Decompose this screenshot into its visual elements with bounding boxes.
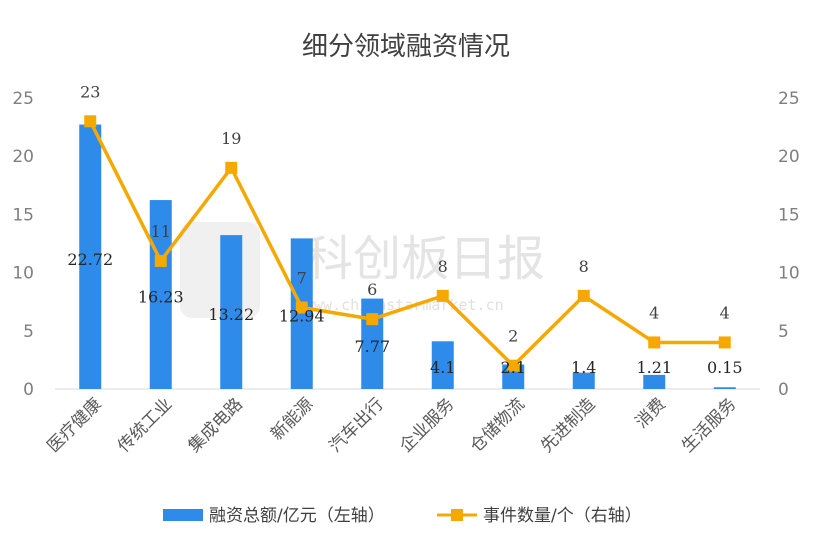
line-value-label: 6 [367,280,377,299]
legend-label-line: 事件数量/个（右轴） [483,506,642,526]
line-marker [154,254,167,267]
bar-labels: 22.72 16.23 13.22 12.94 7.77 4.1 2.1 1.4 1.21 0.1… [67,250,742,377]
line-value-label: 8 [438,257,448,276]
line-marker [295,301,308,314]
category-labels: 医疗健康 传统工业 集成电路 新能源 汽车出行 企业服务 仓储物流 先进制造 消费 生活服务 [44,394,741,456]
bar-series [79,124,736,390]
legend-swatch-bar [163,509,203,521]
bar [290,238,313,389]
y2-tick-label: 20 [778,147,800,167]
y-tick-label: 10 [12,264,34,284]
category-label: 先进制造 [537,394,599,456]
category-label: 消费 [632,394,670,432]
chart-title: 细分领域融资情况 [302,32,510,62]
category-label: 仓储物流 [467,394,529,456]
bar-value-label: 0.15 [707,358,743,377]
line-marker [507,359,520,372]
category-label: 生活服务 [678,394,740,456]
y-tick-label: 0 [23,380,34,400]
line-path [88,120,725,368]
y-tick-label: 15 [12,205,34,225]
category-label: 医疗健康 [44,394,106,456]
category-label: 传统工业 [114,394,176,456]
line-series [84,115,731,372]
line-marker [577,289,590,302]
y-tick-label: 5 [23,322,34,342]
line-marker [436,289,449,302]
y2-tick-label: 15 [778,205,800,225]
legend-swatch-marker [451,509,463,521]
y2-tick-label: 10 [778,264,800,284]
line-value-label: 4 [649,303,659,322]
bar-value-label: 22.72 [67,250,113,269]
legend: 融资总额/亿元（左轴） 事件数量/个（右轴） [163,506,642,526]
bar [643,374,666,389]
line-value-label: 8 [579,257,589,276]
bar [220,235,243,389]
left-axis: 0 5 10 15 20 25 [12,89,34,400]
legend-label-bar: 融资总额/亿元（左轴） [209,506,385,526]
line-value-label: 11 [151,222,171,241]
bar [713,387,736,389]
y2-tick-label: 5 [778,322,789,342]
line-value-label: 7 [297,269,307,288]
y2-tick-label: 25 [778,89,800,109]
line-labels: 23 11 19 7 6 8 2 8 4 4 [80,82,730,345]
bar [572,372,595,389]
bar-value-label: 16.23 [138,288,184,307]
bar-value-label: 1.4 [571,358,596,377]
watermark-text: 科创板日报 [305,231,545,287]
y2-tick-label: 0 [778,380,789,400]
y-tick-label: 20 [12,147,34,167]
y-tick-label: 25 [12,89,34,109]
line-value-label: 2 [508,327,518,346]
bar-value-label: 2.1 [501,358,526,377]
line-value-label: 19 [221,129,241,148]
line-marker [225,161,238,174]
bar-value-label: 7.77 [354,337,390,356]
bar-value-label: 12.94 [279,307,325,326]
line-value-label: 4 [720,303,730,322]
watermark-logo [180,222,260,318]
bar [431,341,454,389]
bar-value-label: 13.22 [208,305,254,324]
category-label: 新能源 [267,394,317,444]
bar [79,124,102,390]
line-marker [84,115,97,128]
bar-value-label: 1.21 [636,358,672,377]
bar-value-label: 4.1 [430,358,455,377]
line-value-label: 23 [80,82,100,101]
line-marker [366,313,379,326]
category-label: 汽车出行 [326,394,388,456]
category-label: 企业服务 [396,394,458,456]
right-axis: 0 5 10 15 20 25 [778,89,800,400]
line-marker [718,336,731,349]
line-marker [648,336,661,349]
category-label: 集成电路 [185,394,247,456]
